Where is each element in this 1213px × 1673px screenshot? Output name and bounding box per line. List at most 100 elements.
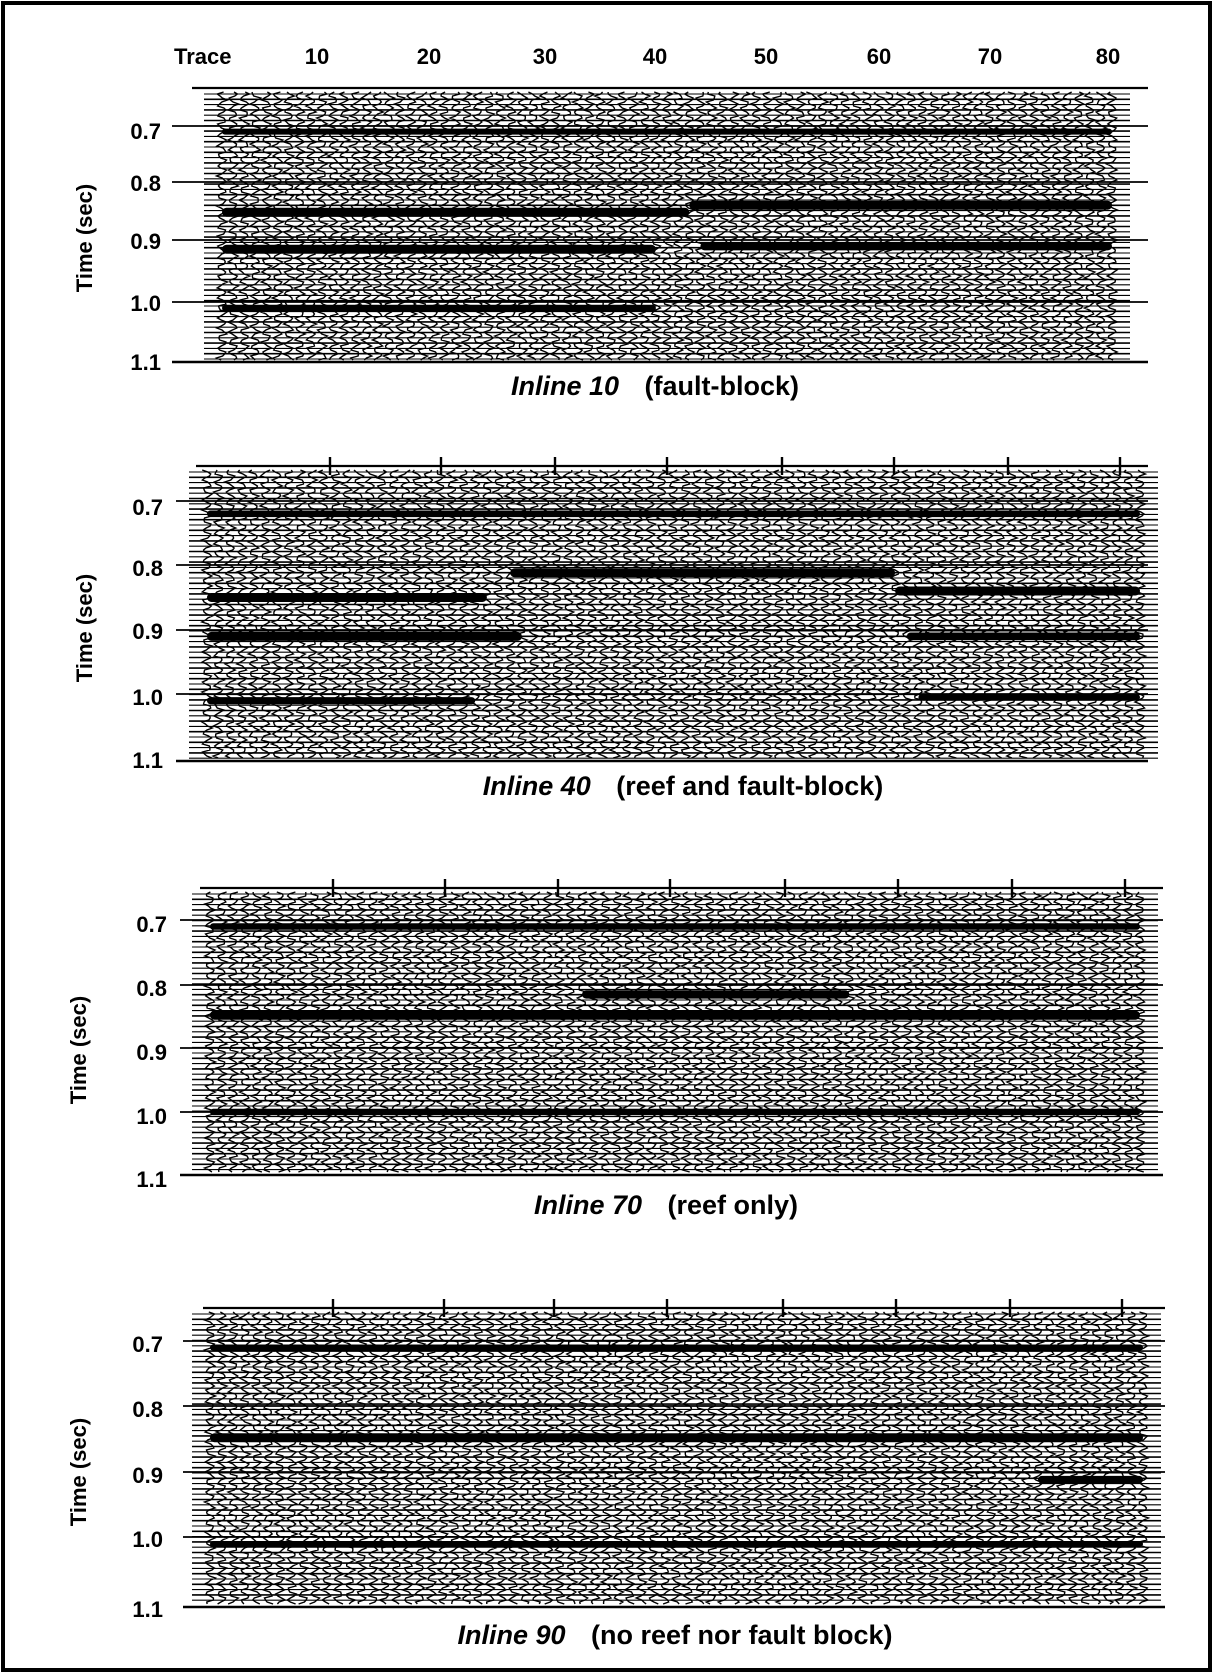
seismic-trace bbox=[923, 891, 938, 1173]
seismic-trace bbox=[797, 1311, 813, 1605]
seismic-trace bbox=[995, 1311, 1011, 1605]
seismic-trace bbox=[237, 891, 253, 1173]
seismic-trace bbox=[1121, 891, 1136, 1173]
panel-inline-70: 0.7 0.8 0.9 1.0 1.1 Time (sec) Inline 70… bbox=[66, 879, 1163, 1220]
seismic-trace bbox=[575, 1311, 591, 1605]
seismic-trace bbox=[715, 1311, 731, 1605]
y-tick-label-1.0: 1.0 bbox=[132, 685, 163, 710]
seismic-trace bbox=[701, 469, 716, 759]
seismic-trace bbox=[304, 469, 320, 759]
seismic-trace bbox=[945, 469, 961, 759]
seismic-trace bbox=[958, 891, 974, 1173]
seismic-trace bbox=[633, 1311, 649, 1605]
seismic-trace bbox=[981, 891, 997, 1173]
seismic-trace bbox=[448, 91, 464, 361]
seismic-trace bbox=[493, 891, 509, 1173]
seismic-trace bbox=[1065, 1311, 1081, 1605]
seismic-trace bbox=[202, 891, 218, 1173]
seismic-trace bbox=[314, 91, 330, 361]
seismic-trace bbox=[595, 469, 611, 759]
seismic-trace bbox=[679, 891, 694, 1173]
seismic-trace bbox=[693, 91, 708, 361]
seismic-trace bbox=[915, 91, 931, 361]
seismic-trace bbox=[376, 891, 392, 1173]
seismic-trace bbox=[529, 1311, 544, 1605]
seismic-trace bbox=[794, 469, 810, 759]
seismic-trace bbox=[826, 92, 842, 361]
reflector-band bbox=[210, 1541, 1143, 1547]
y-tick-label-1.1: 1.1 bbox=[132, 748, 163, 773]
seismic-trace bbox=[637, 91, 653, 361]
seismic-trace bbox=[574, 891, 590, 1173]
seismic-trace bbox=[665, 469, 681, 759]
y-tick-label-1.0: 1.0 bbox=[136, 1104, 167, 1129]
seismic-trace bbox=[677, 469, 693, 759]
seismic-trace bbox=[426, 91, 441, 361]
reflectors bbox=[210, 1344, 1143, 1547]
seismic-trace bbox=[537, 91, 552, 361]
seismic-trace bbox=[283, 891, 299, 1173]
seismic-trace bbox=[1062, 469, 1078, 759]
seismic-trace bbox=[781, 91, 797, 361]
y-tick-label-0.8: 0.8 bbox=[132, 1397, 163, 1422]
seismic-trace bbox=[657, 1311, 673, 1605]
seismic-trace bbox=[446, 891, 462, 1173]
seismic-trace bbox=[842, 891, 857, 1173]
y-tick-label-1.1: 1.1 bbox=[130, 350, 161, 375]
seismic-trace bbox=[359, 91, 375, 361]
seismic-trace bbox=[782, 469, 798, 759]
seismic-trace bbox=[879, 1311, 894, 1605]
seismic-trace bbox=[362, 469, 378, 759]
seismic-trace bbox=[904, 91, 920, 361]
seismic-trace bbox=[1004, 469, 1020, 759]
seismic-trace bbox=[1048, 91, 1064, 361]
wiggle-traces bbox=[202, 891, 1148, 1173]
seismic-trace bbox=[648, 91, 664, 361]
reflector-band bbox=[222, 304, 656, 312]
caption-inline: Inline 70 bbox=[534, 1190, 642, 1220]
caption-note: (no reef nor fault block) bbox=[591, 1620, 893, 1650]
seismic-trace bbox=[1030, 1311, 1046, 1605]
seismic-trace bbox=[960, 1311, 976, 1605]
plot-area bbox=[183, 1299, 1165, 1609]
seismic-trace bbox=[270, 91, 285, 361]
panel-caption: Inline 70 (reef only) bbox=[534, 1190, 798, 1220]
seismic-trace bbox=[527, 891, 544, 1173]
caption-note: (reef only) bbox=[668, 1190, 799, 1220]
seismic-trace bbox=[888, 891, 904, 1173]
axes bbox=[172, 86, 1148, 364]
seismic-trace bbox=[937, 1311, 953, 1605]
seismic-trace bbox=[494, 1311, 509, 1605]
seismic-trace bbox=[1093, 91, 1109, 361]
y-tick-label-0.8: 0.8 bbox=[136, 976, 167, 1001]
y-tick-label-0.9: 0.9 bbox=[132, 619, 163, 644]
seismic-trace bbox=[570, 91, 586, 361]
reflector-band bbox=[906, 632, 1141, 641]
panel-inline-90: 0.7 0.8 0.9 1.0 1.1 Time (sec) Inline 90… bbox=[66, 1299, 1165, 1650]
plot-area bbox=[172, 86, 1148, 364]
seismic-trace bbox=[222, 469, 238, 759]
seismic-trace bbox=[727, 1311, 743, 1605]
seismic-trace bbox=[830, 891, 846, 1173]
seismic-trace bbox=[1018, 1311, 1034, 1605]
seismic-trace bbox=[327, 469, 343, 759]
reflectors bbox=[207, 510, 1141, 705]
seismic-trace bbox=[1074, 469, 1089, 759]
seismic-trace bbox=[759, 469, 775, 759]
wiggle-traces bbox=[214, 91, 1120, 361]
y-tick-label-1.1: 1.1 bbox=[132, 1597, 163, 1622]
seismic-trace bbox=[202, 1311, 218, 1605]
seismic-trace bbox=[1082, 91, 1098, 361]
seismic-trace bbox=[1007, 1311, 1023, 1605]
seismic-trace bbox=[993, 891, 1008, 1173]
seismic-trace bbox=[436, 91, 452, 361]
y-tick-label-0.9: 0.9 bbox=[130, 229, 161, 254]
seismic-trace bbox=[934, 469, 950, 759]
seismic-trace bbox=[712, 469, 728, 759]
seismic-trace bbox=[1109, 469, 1125, 759]
seismic-trace bbox=[615, 91, 630, 361]
seismic-trace bbox=[409, 469, 425, 759]
seismic-trace bbox=[381, 91, 397, 361]
seismic-trace bbox=[272, 1311, 288, 1605]
